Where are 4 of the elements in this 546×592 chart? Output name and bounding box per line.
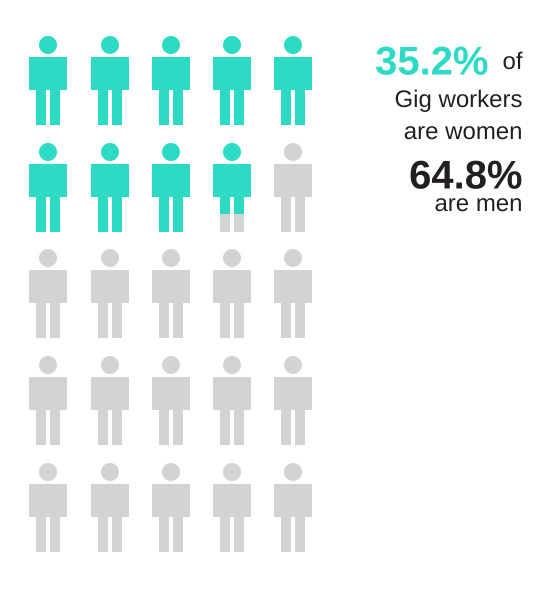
text: of xyxy=(502,48,523,75)
text: are women xyxy=(404,118,523,145)
data-label: 35.2% xyxy=(375,40,489,84)
text: Gig workers xyxy=(394,86,523,113)
